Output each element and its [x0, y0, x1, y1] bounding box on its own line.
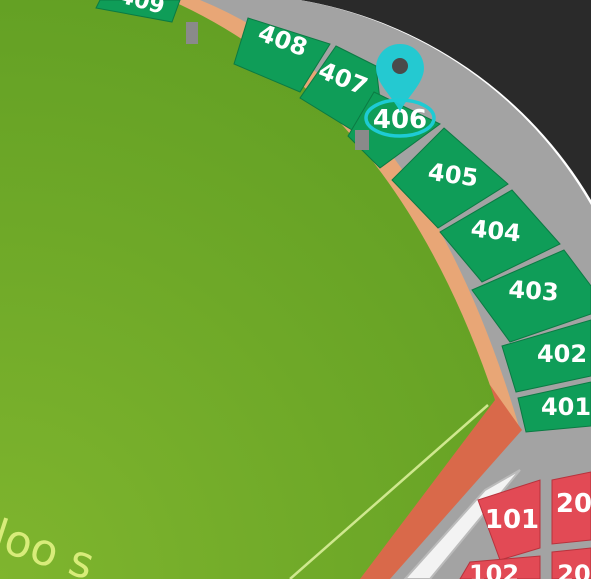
section-label: 401: [541, 393, 591, 421]
aisle-gap: [186, 22, 198, 44]
section-label: 402: [537, 340, 587, 368]
section-shape: [471, 249, 591, 343]
section-403[interactable]: 403: [471, 249, 591, 343]
lower-deck-sections: 101 102 20 20: [459, 471, 591, 579]
aisle-gap: [355, 130, 369, 150]
section-label: 404: [469, 215, 522, 248]
section-shape: [477, 479, 541, 561]
section-label: 20: [556, 489, 591, 519]
section-label: 405: [426, 158, 480, 193]
outer-wall: [300, 0, 591, 200]
section-402[interactable]: 402: [501, 319, 591, 393]
section-405[interactable]: 405: [391, 127, 509, 229]
section-label: 102: [469, 560, 519, 579]
section-101[interactable]: 101: [477, 479, 541, 561]
section-408[interactable]: 408: [233, 17, 331, 93]
section-label: 20: [557, 560, 590, 579]
section-shape: [233, 17, 331, 93]
selected-section-marker[interactable]: [364, 44, 436, 138]
section-102[interactable]: 102: [459, 555, 541, 579]
section-20-1[interactable]: 20: [551, 471, 591, 545]
section-shape: [439, 189, 561, 283]
section-shape: [391, 127, 509, 229]
section-407[interactable]: 407: [299, 45, 381, 131]
section-label: 101: [485, 505, 539, 535]
map-pin-icon: [376, 44, 424, 112]
section-401[interactable]: 401: [517, 381, 591, 433]
section-shape: [95, 0, 181, 23]
section-shape: [459, 555, 541, 579]
section-404[interactable]: 404: [439, 189, 561, 283]
outfield-grass: [0, 0, 495, 579]
section-shape: [551, 471, 591, 545]
section-shape: [347, 91, 441, 169]
section-shape: [551, 547, 591, 579]
section-shape: [517, 381, 591, 433]
foul-line: [289, 404, 489, 579]
section-shape: [501, 319, 591, 393]
section-label: 403: [508, 275, 560, 306]
section-20-2[interactable]: 20: [551, 547, 591, 579]
